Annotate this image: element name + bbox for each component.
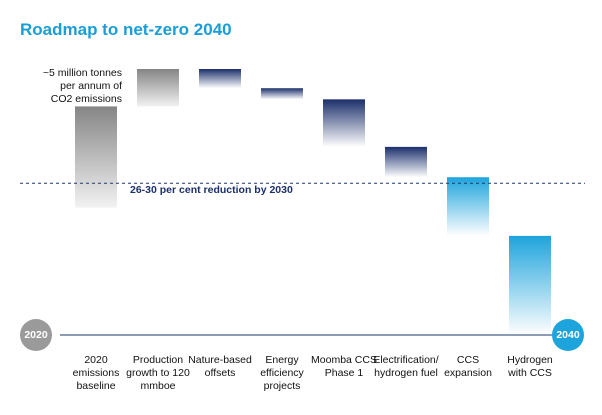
category-label-2: Production growth to 120 mmboe — [126, 354, 190, 392]
category-label-8: Hydrogen with CCS — [507, 354, 553, 379]
bar-2 — [137, 69, 179, 107]
bar-7 — [447, 177, 489, 236]
chart-title: Roadmap to net-zero 2040 — [20, 20, 232, 39]
bar-1 — [75, 106, 117, 208]
end-year-badge: 2040 — [552, 319, 584, 351]
category-label-7: CCS expansion — [444, 354, 492, 379]
target-label: 26-30 per cent reduction by 2030 — [130, 184, 293, 196]
start-year-badge: 2020 — [20, 319, 52, 351]
category-label-3: Nature-based offsets — [188, 354, 252, 379]
bar-5 — [323, 99, 365, 147]
category-label-1: 2020 emissions baseline — [72, 354, 120, 392]
bar-4 — [261, 88, 303, 100]
category-label-4: Energy efficiency projects — [260, 354, 304, 392]
bars-group — [75, 69, 551, 335]
baseline-note: ~5 million tonnes per annum of CO2 emiss… — [42, 67, 122, 105]
bar-3 — [199, 69, 241, 89]
category-label-6: Electrification/ hydrogen fuel — [373, 354, 439, 379]
category-label-5: Moomba CCS Phase 1 — [311, 354, 377, 379]
bar-8 — [509, 235, 551, 335]
bar-6 — [385, 146, 427, 178]
